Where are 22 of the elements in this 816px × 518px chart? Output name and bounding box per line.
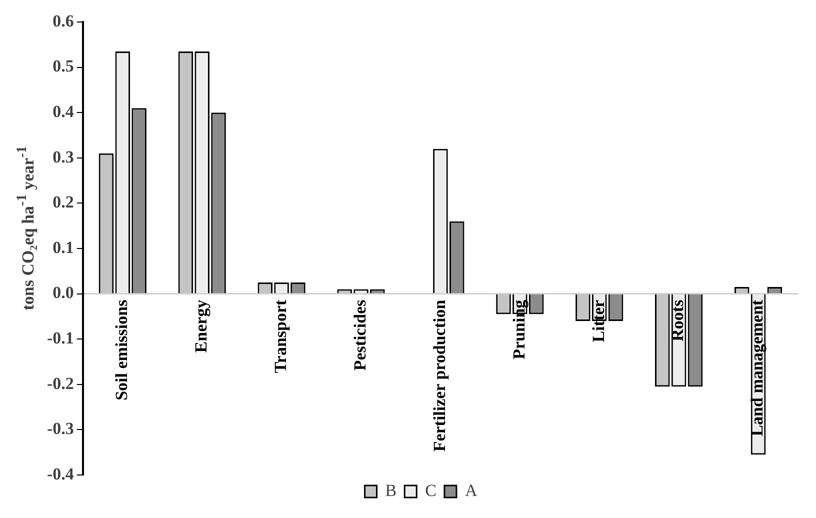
y-tick-label: 0.3 bbox=[52, 147, 74, 166]
x-tick-label: Fertilizer production bbox=[430, 299, 449, 452]
y-tick-label: -0.1 bbox=[46, 328, 74, 348]
y-tick-label: 0.5 bbox=[52, 56, 74, 76]
y-tick-label: -0.2 bbox=[46, 374, 74, 393]
y-tick-label: 0.0 bbox=[52, 283, 74, 302]
x-tick-label: Pesticides bbox=[350, 299, 370, 371]
x-tick-label: Roots bbox=[668, 299, 688, 342]
x-tick-label: Energy bbox=[191, 299, 210, 353]
y-tick-label: -0.4 bbox=[46, 464, 74, 484]
y-tick-label: 0.4 bbox=[52, 102, 74, 121]
y-tick-label: 0.6 bbox=[52, 11, 74, 30]
legend-label: C bbox=[425, 480, 436, 500]
y-tick-label: 0.1 bbox=[52, 238, 74, 257]
legend-label: A bbox=[464, 480, 478, 500]
y-tick-label: 0.2 bbox=[52, 192, 74, 212]
x-tick-label: Transport bbox=[270, 299, 290, 374]
y-tick-label: -0.3 bbox=[46, 419, 74, 438]
x-tick-label: Land management bbox=[748, 299, 767, 436]
x-tick-label: Soil emissions bbox=[112, 299, 132, 400]
x-tick-label: Pruning bbox=[509, 299, 528, 360]
legend-label: B bbox=[385, 480, 397, 500]
